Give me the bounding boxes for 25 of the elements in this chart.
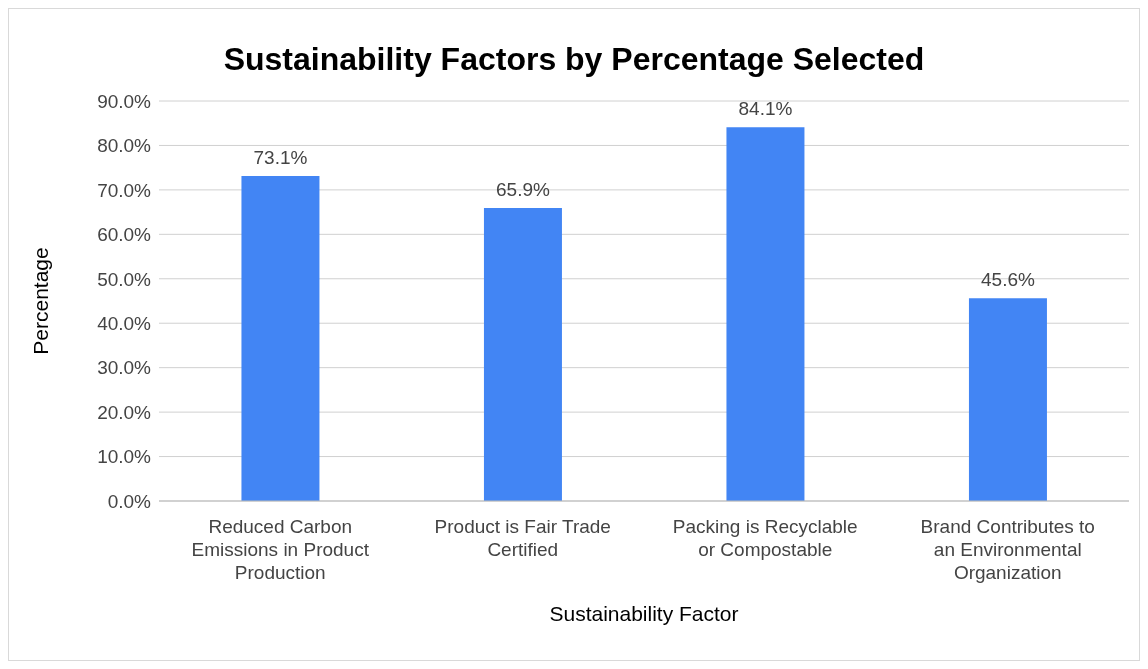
y-tick-label: 10.0% bbox=[97, 446, 152, 468]
y-tick-label: 70.0% bbox=[97, 179, 152, 201]
data-label: 73.1% bbox=[253, 147, 308, 169]
data-label: 84.1% bbox=[738, 98, 793, 120]
bar bbox=[968, 298, 1047, 501]
y-tick-label: 20.0% bbox=[97, 401, 152, 423]
data-label: 45.6% bbox=[981, 269, 1035, 291]
y-tick-label: 60.0% bbox=[97, 224, 152, 246]
data-label: 65.9% bbox=[496, 179, 550, 201]
y-tick-label: 80.0% bbox=[97, 135, 152, 157]
y-tick-label: 30.0% bbox=[97, 357, 152, 379]
x-tick-label: Packing is Recyclable or Compostable bbox=[672, 516, 858, 560]
y-tick-label: 40.0% bbox=[97, 312, 152, 334]
y-tick-label: 0.0% bbox=[107, 490, 152, 512]
chart-title: Sustainability Factors by Percentage Selected bbox=[222, 41, 926, 79]
x-tick-label: Brand Contributes to an Environmental Organization bbox=[920, 516, 1095, 583]
bar bbox=[241, 176, 320, 501]
y-tick-label: 90.0% bbox=[97, 90, 152, 112]
x-tick-label: Product is Fair Trade Certified bbox=[434, 516, 611, 560]
y-axis-title: Percentage bbox=[29, 247, 53, 355]
bar bbox=[483, 208, 562, 501]
x-axis-title: Sustainability Factor bbox=[549, 602, 739, 625]
y-tick-label: 50.0% bbox=[97, 268, 152, 290]
bar bbox=[726, 127, 805, 501]
x-tick-label: Reduced Carbon Emissions in Product Production bbox=[191, 516, 370, 583]
